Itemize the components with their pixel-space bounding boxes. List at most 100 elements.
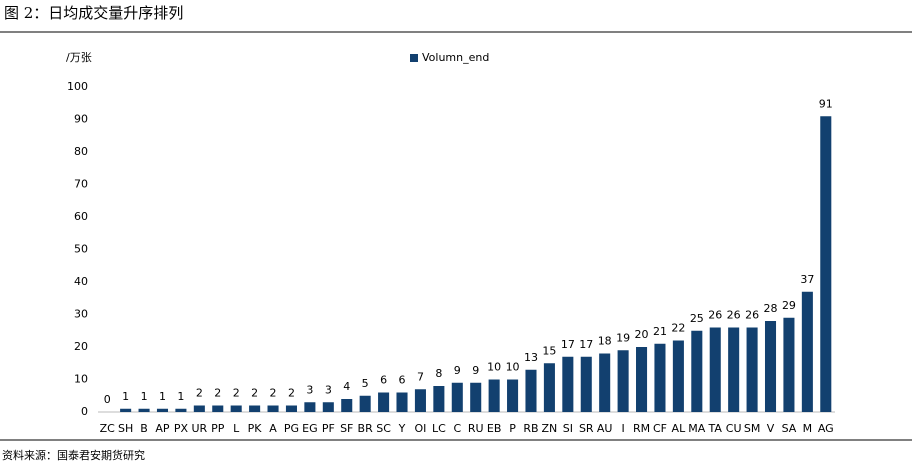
bar bbox=[451, 382, 463, 412]
x-tick-label: P bbox=[509, 422, 516, 435]
data-label: 17 bbox=[579, 338, 593, 351]
bar bbox=[580, 356, 592, 412]
bar bbox=[525, 369, 537, 412]
data-label: 2 bbox=[288, 387, 295, 400]
y-tick-label: 90 bbox=[74, 113, 88, 126]
x-tick-label: TA bbox=[708, 422, 723, 435]
bar bbox=[728, 327, 740, 412]
y-tick-label: 10 bbox=[74, 373, 88, 386]
x-tick-label: RB bbox=[523, 422, 538, 435]
bar bbox=[820, 116, 832, 412]
data-label: 29 bbox=[782, 299, 796, 312]
y-tick-label: 40 bbox=[74, 275, 88, 288]
x-tick-label: AU bbox=[597, 422, 613, 435]
data-label: 5 bbox=[362, 377, 369, 390]
y-tick-label: 100 bbox=[67, 80, 88, 93]
data-label: 15 bbox=[542, 344, 556, 357]
y-tick-label: 0 bbox=[81, 405, 88, 418]
x-tick-label: I bbox=[621, 422, 624, 435]
bar bbox=[654, 343, 666, 412]
chart-title: 图 2：日均成交量升序排列 bbox=[4, 4, 183, 22]
bar bbox=[378, 392, 390, 412]
data-label: 26 bbox=[708, 309, 722, 322]
bar bbox=[285, 405, 297, 412]
bar bbox=[801, 291, 813, 412]
x-tick-label: AL bbox=[672, 422, 687, 435]
data-label: 8 bbox=[435, 367, 442, 380]
bar bbox=[672, 340, 684, 412]
x-tick-label: AG bbox=[818, 422, 834, 435]
bar bbox=[746, 327, 758, 412]
data-label: 17 bbox=[561, 338, 575, 351]
bar bbox=[120, 408, 132, 412]
x-tick-label: RU bbox=[468, 422, 484, 435]
legend-label: Volumn_end bbox=[422, 51, 489, 64]
data-label: 21 bbox=[653, 325, 667, 338]
x-tick-label: PF bbox=[322, 422, 335, 435]
x-tick-label: SA bbox=[782, 422, 797, 435]
data-label: 28 bbox=[764, 302, 778, 315]
bar bbox=[212, 405, 224, 412]
data-label: 1 bbox=[177, 390, 184, 403]
y-tick-label: 70 bbox=[74, 178, 88, 191]
bar bbox=[764, 321, 777, 412]
x-tick-label: PX bbox=[174, 422, 189, 435]
data-label: 0 bbox=[104, 393, 111, 406]
data-label: 2 bbox=[196, 387, 203, 400]
bar bbox=[341, 399, 353, 412]
data-label: 2 bbox=[270, 387, 277, 400]
x-tick-label: PP bbox=[211, 422, 225, 435]
x-tick-label: ZC bbox=[100, 422, 116, 435]
x-tick-label: CU bbox=[726, 422, 742, 435]
x-tick-label: ZN bbox=[542, 422, 558, 435]
data-label: 13 bbox=[524, 351, 538, 364]
x-tick-label: A bbox=[269, 422, 277, 435]
data-label: 91 bbox=[819, 97, 833, 110]
data-label: 25 bbox=[690, 312, 704, 325]
x-tick-label: SC bbox=[376, 422, 391, 435]
x-tick-label: BR bbox=[358, 422, 374, 435]
x-tick-label: PG bbox=[284, 422, 299, 435]
x-tick-label: SH bbox=[118, 422, 133, 435]
bar bbox=[691, 330, 703, 412]
y-tick-label: 50 bbox=[74, 243, 88, 256]
x-tick-label: PK bbox=[248, 422, 263, 435]
data-label: 3 bbox=[306, 383, 313, 396]
data-label: 2 bbox=[251, 387, 258, 400]
x-tick-label: B bbox=[140, 422, 148, 435]
bar bbox=[470, 382, 482, 412]
x-tick-label: Y bbox=[398, 422, 406, 435]
bar bbox=[543, 363, 555, 412]
x-tick-label: SF bbox=[340, 422, 353, 435]
data-label: 1 bbox=[159, 390, 166, 403]
bar bbox=[599, 353, 611, 412]
bar bbox=[562, 356, 574, 412]
bar bbox=[709, 327, 721, 412]
x-tick-label: M bbox=[803, 422, 813, 435]
x-tick-label: SR bbox=[579, 422, 594, 435]
x-tick-label: L bbox=[233, 422, 240, 435]
x-tick-label: V bbox=[767, 422, 775, 435]
bar bbox=[396, 392, 408, 412]
x-tick-label: RM bbox=[633, 422, 650, 435]
legend-swatch bbox=[410, 54, 418, 62]
bar bbox=[414, 389, 426, 412]
bar bbox=[617, 350, 629, 412]
y-tick-label: 80 bbox=[74, 145, 88, 158]
data-label: 3 bbox=[325, 383, 332, 396]
bar bbox=[433, 386, 445, 412]
bar bbox=[488, 379, 500, 412]
data-label: 1 bbox=[141, 390, 148, 403]
x-tick-label: C bbox=[453, 422, 461, 435]
data-label: 1 bbox=[122, 390, 129, 403]
data-label: 26 bbox=[727, 309, 741, 322]
data-label: 4 bbox=[343, 380, 350, 393]
data-label: 26 bbox=[745, 309, 759, 322]
x-tick-label: OI bbox=[414, 422, 426, 435]
x-tick-label: UR bbox=[191, 422, 207, 435]
data-label: 20 bbox=[635, 328, 649, 341]
y-tick-label: 20 bbox=[74, 340, 88, 353]
bar bbox=[359, 395, 371, 412]
bar bbox=[193, 405, 205, 412]
